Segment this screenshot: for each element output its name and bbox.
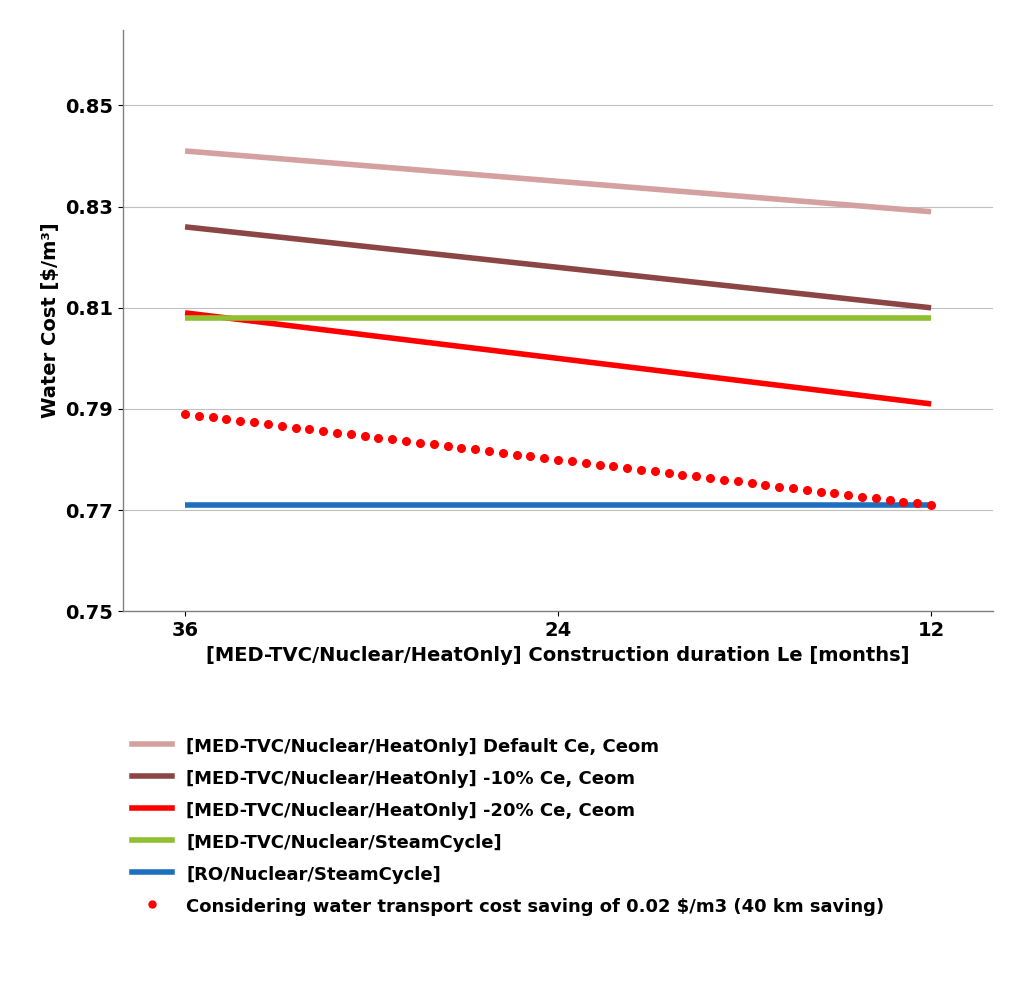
Considering water transport cost saving of 0.02 $/m3 (40 km saving) xyxy=(925,499,937,511)
Y-axis label: Water Cost [$/m³]: Water Cost [$/m³] xyxy=(41,223,59,418)
Line: Considering water transport cost saving of 0.02 $/m3 (40 km saving): Considering water transport cost saving … xyxy=(181,410,935,509)
X-axis label: [MED-TVC/Nuclear/HeatOnly] Construction duration Le [months]: [MED-TVC/Nuclear/HeatOnly] Construction … xyxy=(206,646,910,665)
Considering water transport cost saving of 0.02 $/m3 (40 km saving) xyxy=(456,442,468,454)
Considering water transport cost saving of 0.02 $/m3 (40 km saving) xyxy=(911,498,924,510)
Legend: [MED-TVC/Nuclear/HeatOnly] Default Ce, Ceom, [MED-TVC/Nuclear/HeatOnly] -10% Ce,: [MED-TVC/Nuclear/HeatOnly] Default Ce, C… xyxy=(132,737,884,916)
Considering water transport cost saving of 0.02 $/m3 (40 km saving) xyxy=(179,408,191,420)
Considering water transport cost saving of 0.02 $/m3 (40 km saving) xyxy=(842,489,854,501)
Considering water transport cost saving of 0.02 $/m3 (40 km saving) xyxy=(317,425,330,437)
Considering water transport cost saving of 0.02 $/m3 (40 km saving) xyxy=(262,418,274,430)
Considering water transport cost saving of 0.02 $/m3 (40 km saving) xyxy=(358,430,371,442)
